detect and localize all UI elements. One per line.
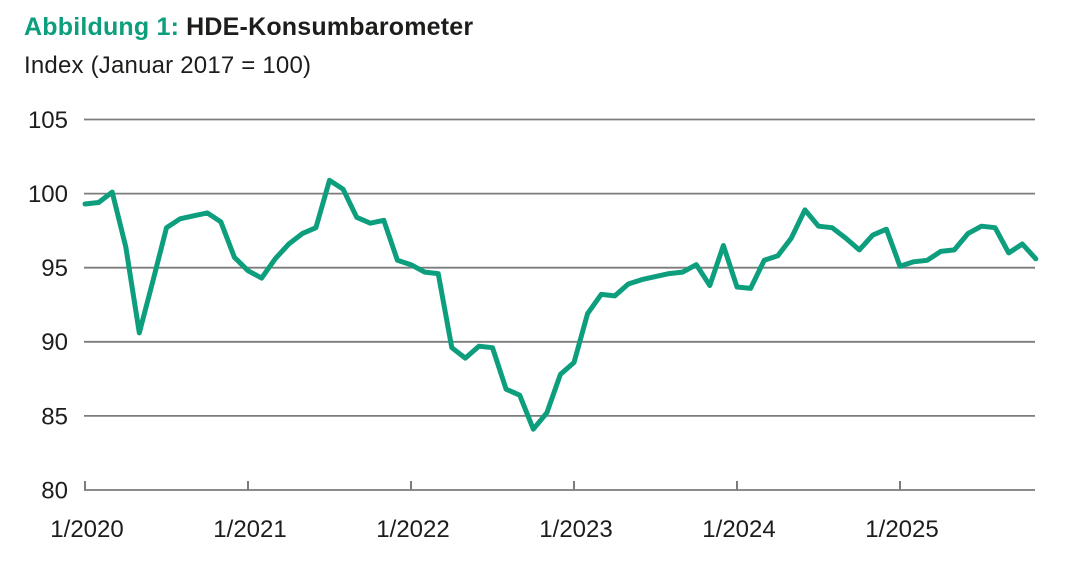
figure-name: HDE-Konsumbarometer (186, 13, 474, 41)
x-axis-label-1/2022: 1/2022 (376, 516, 449, 543)
figure-title: Abbildung 1: HDE-Konsumbarometer (24, 13, 473, 42)
x-axis-label-1/2023: 1/2023 (539, 516, 612, 543)
figure-label: Abbildung 1: (24, 13, 180, 41)
x-axis-label-1/2024: 1/2024 (702, 516, 775, 543)
x-axis-label-1/2021: 1/2021 (213, 516, 286, 543)
y-axis-label-105: 105 (28, 107, 68, 134)
y-axis-label-90: 90 (41, 329, 68, 356)
figure-header: Abbildung 1: HDE-Konsumbarometer Index (J… (24, 13, 473, 80)
series-hde-konsumbarometer (82, 177, 1039, 432)
y-axis-label-85: 85 (41, 403, 68, 430)
y-axis-label-95: 95 (41, 255, 68, 282)
figure-subtitle: Index (Januar 2017 = 100) (24, 52, 312, 79)
y-axis-label-80: 80 (41, 477, 68, 504)
y-axis-label-100: 100 (28, 181, 68, 208)
x-axis-label-1/2020: 1/2020 (50, 516, 123, 543)
x-axis-label-1/2025: 1/2025 (865, 516, 938, 543)
